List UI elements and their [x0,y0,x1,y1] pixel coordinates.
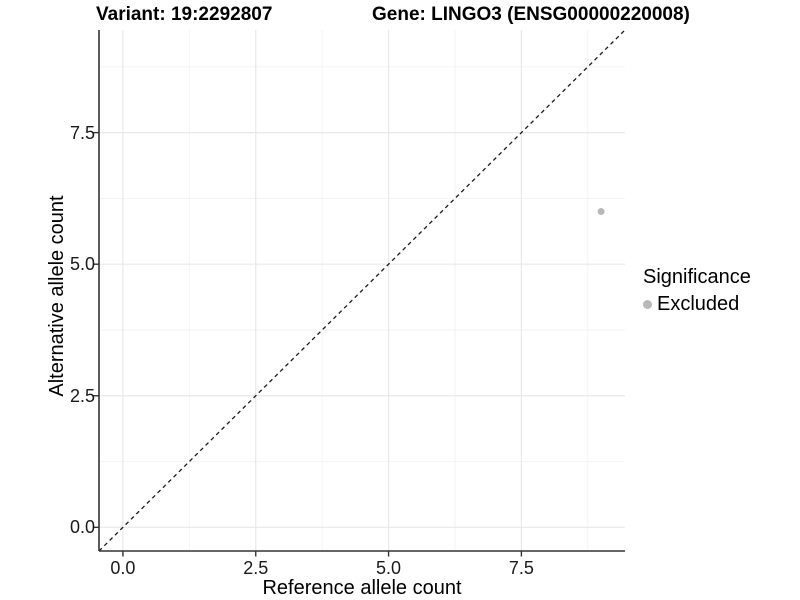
plot-panel [93,29,626,557]
y-axis-title: Alternative allele count [46,195,68,397]
variant-title: Variant: 19:2292807 [96,4,273,25]
y-tick-label: 2.5 [69,385,95,406]
legend-item-excluded: Excluded [643,293,751,315]
x-tick-label: 5.0 [376,558,402,578]
gene-title: Gene: LINGO3 (ENSG00000220008) [372,4,690,25]
legend: Significance Excluded [643,266,751,315]
x-tick-label: 2.5 [243,558,269,578]
legend-title: Significance [643,266,751,288]
data-point [597,208,605,216]
identity-reference-line [98,29,626,552]
x-tick-label: 0.0 [110,558,136,578]
y-tick-label: 7.5 [69,122,95,143]
legend-item-label: Excluded [657,293,740,315]
plot-canvas [93,29,626,557]
legend-point-icon [643,299,652,309]
x-tick-label: 7.5 [508,558,534,578]
y-tick-label: 5.0 [69,254,95,275]
y-tick-label: 0.0 [69,517,95,538]
x-axis-title: Reference allele count [262,577,462,599]
